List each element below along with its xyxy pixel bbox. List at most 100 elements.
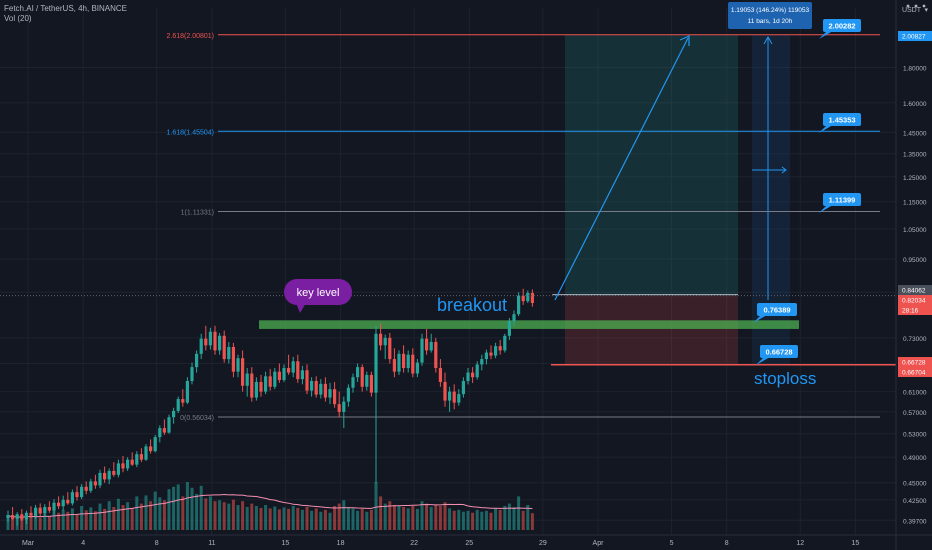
- candle-body: [135, 454, 139, 465]
- x-tick-label: 29: [539, 540, 547, 547]
- price-badge-label: 0.82034: [902, 298, 926, 305]
- volume-bar: [185, 482, 189, 530]
- x-tick-label: 11: [208, 540, 215, 547]
- currency-label: USDT: [902, 7, 922, 14]
- candle: [236, 354, 240, 378]
- callout-box: [823, 113, 861, 126]
- key-level-zone: [259, 320, 799, 329]
- volume-bar: [208, 496, 212, 530]
- measure-info-bg: [728, 2, 812, 29]
- volume-bar: [461, 511, 465, 530]
- candle-body: [475, 364, 479, 378]
- candle: [185, 377, 189, 405]
- candle-body: [61, 499, 65, 507]
- candle: [507, 317, 511, 340]
- price-badge-bg: [898, 305, 932, 315]
- y-tick-label: 1.25000: [903, 175, 927, 182]
- candle-body: [52, 502, 56, 511]
- candle: [80, 484, 84, 500]
- candle-body: [231, 347, 235, 372]
- volume-bar: [61, 509, 65, 530]
- price-badge-label: 0.66704: [902, 370, 926, 377]
- candle-body: [107, 470, 111, 480]
- volume-bar: [374, 482, 378, 530]
- volume-bar: [333, 506, 337, 530]
- callout-label: 1.11399: [829, 196, 856, 205]
- y-tick-label: 1.45000: [903, 130, 927, 137]
- candle-body: [222, 335, 226, 360]
- candle: [231, 342, 235, 378]
- volume-bar: [38, 517, 42, 530]
- candle-body: [15, 514, 19, 519]
- bubble-bg: [284, 279, 352, 305]
- candle: [6, 510, 10, 522]
- measure-mid-arrow: [781, 166, 787, 174]
- volume-bar: [369, 509, 373, 530]
- candle-body: [236, 358, 240, 372]
- candle-body: [517, 295, 521, 315]
- y-axis-panel: [896, 0, 932, 550]
- price-badge: 2.00827: [898, 31, 932, 41]
- volume-bar: [176, 484, 180, 530]
- candle-body: [466, 372, 470, 382]
- callout-pointer: [819, 125, 833, 133]
- volume-bar: [231, 499, 235, 530]
- candle-body: [323, 383, 327, 398]
- price-badge-label: 28:16: [902, 308, 919, 315]
- candle: [360, 364, 364, 392]
- x-tick-label: 8: [155, 540, 159, 547]
- price-callout: 1.45353: [819, 113, 861, 133]
- candle-body: [351, 377, 355, 388]
- measure-info-box: 1.19053 (146.24%) 119053 11 bars, 1d 20h: [728, 2, 812, 29]
- candle: [227, 341, 231, 364]
- toolbar-menu-icon[interactable]: [906, 4, 926, 8]
- volume-bar: [29, 517, 33, 530]
- candle: [254, 377, 258, 401]
- breakout-text: breakout: [437, 295, 507, 315]
- candle: [250, 367, 254, 402]
- candle: [323, 377, 327, 402]
- y-tick-label: 0.57000: [903, 410, 927, 417]
- volume-bar: [259, 507, 263, 530]
- candle-body: [420, 338, 424, 363]
- volume-bar: [484, 510, 488, 530]
- x-tick-label: 18: [337, 540, 345, 547]
- candle: [429, 333, 433, 353]
- candle-body: [319, 383, 323, 395]
- volume-bar: [213, 501, 217, 530]
- candle: [204, 325, 208, 351]
- candle: [434, 337, 438, 373]
- volume-bar: [181, 496, 185, 530]
- candle-body: [314, 381, 318, 395]
- volume-bar: [70, 508, 74, 530]
- volume-bar: [66, 511, 70, 530]
- candle: [213, 325, 217, 355]
- candle: [397, 350, 401, 375]
- volume-bar: [273, 506, 277, 530]
- volume-bar: [107, 501, 111, 530]
- candle: [300, 365, 304, 385]
- volume-bar: [250, 503, 254, 530]
- candle: [471, 367, 475, 383]
- candle-body: [89, 481, 93, 491]
- candle: [319, 379, 323, 399]
- candle: [526, 290, 530, 304]
- candle: [11, 506, 15, 520]
- price-badge: 0.66728: [898, 357, 932, 367]
- candle: [222, 330, 226, 363]
- volume-bar: [443, 502, 447, 530]
- candle: [52, 499, 56, 515]
- volume-bar: [264, 505, 268, 530]
- candle-body: [526, 292, 530, 302]
- candle: [425, 328, 429, 355]
- candle-body: [162, 428, 166, 433]
- stoploss-text: stoploss: [754, 369, 816, 388]
- volume-bar: [52, 510, 56, 530]
- candle-body: [176, 399, 180, 411]
- volume-bar: [116, 498, 120, 530]
- candle-body: [356, 367, 360, 378]
- candle: [452, 384, 456, 410]
- y-tick-label: 0.95000: [903, 257, 927, 264]
- callout-label: 0.66728: [765, 348, 792, 357]
